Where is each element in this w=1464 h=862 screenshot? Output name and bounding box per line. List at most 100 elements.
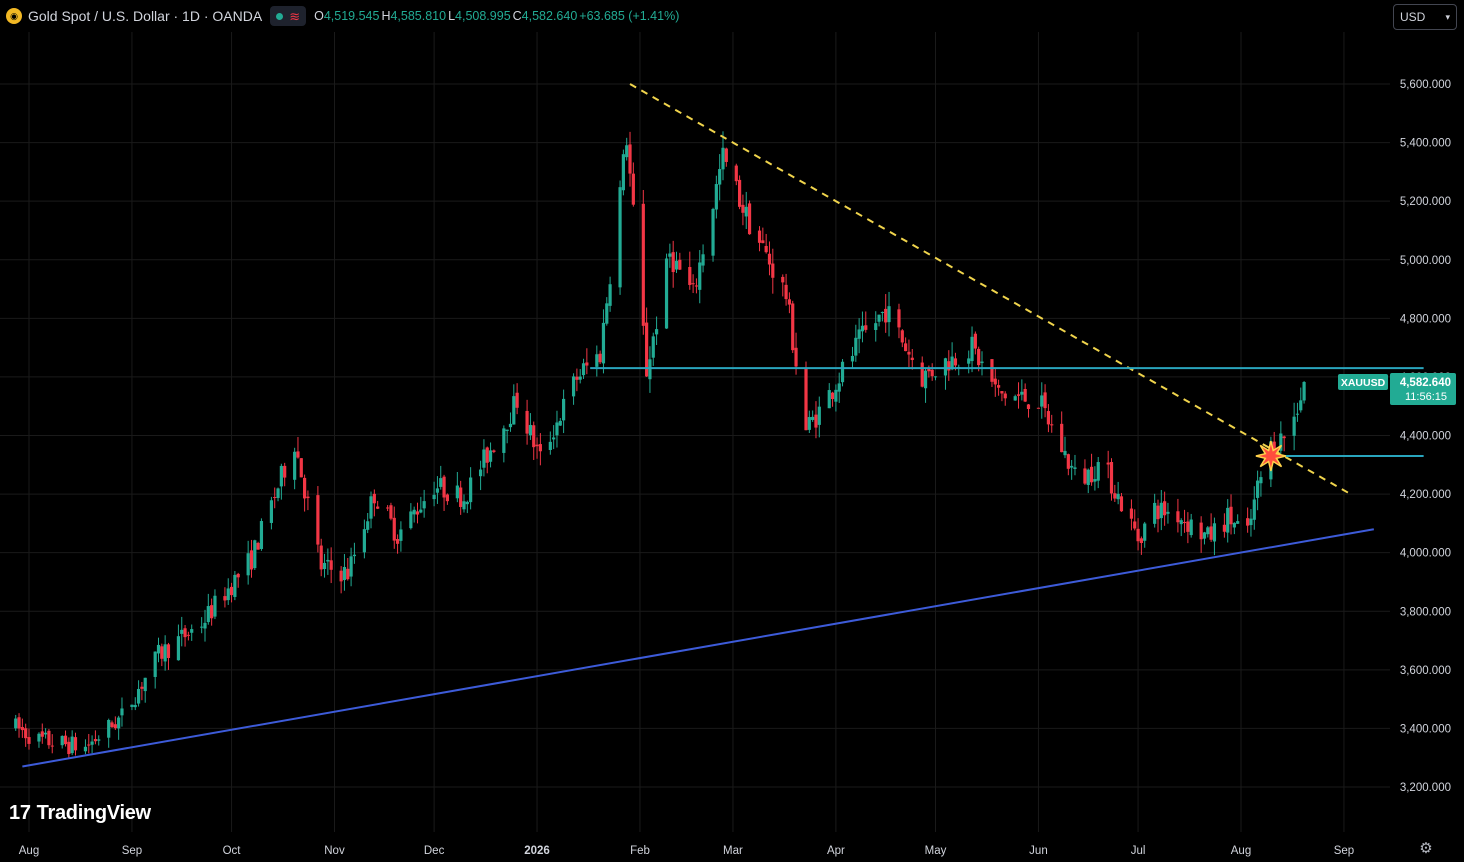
candle-body [973,333,977,349]
candle-body [236,573,240,578]
candle-body [352,554,357,557]
candle-body [342,566,347,581]
candle-body [884,308,888,323]
candle-body [1136,528,1140,542]
candle-body [641,203,645,326]
candle-body [93,739,98,742]
candle-body [166,644,171,659]
ohlc-close: C4,582.640 [512,9,578,23]
candle-body [1256,480,1260,498]
candle-body [1249,518,1253,526]
candle-body [1060,423,1064,453]
dashed-trendline[interactable] [629,83,1352,495]
candle-body [1302,382,1306,401]
candle-body [1222,524,1226,532]
candle-body [1236,521,1240,524]
candle-body [249,550,254,570]
candle-body [67,741,71,755]
candle-body [445,494,449,502]
candle-body [1159,502,1163,519]
candle-body [1209,526,1213,540]
candle-body [1139,538,1143,543]
tradingview-wordmark: TradingView [36,802,151,824]
currency-value: USD [1400,10,1426,24]
candle-body [376,506,380,509]
candle-body [1229,506,1233,525]
currency-select[interactable]: USD ▾ [1393,4,1457,30]
time-axis-label: May [925,845,947,857]
candle-body [459,487,463,507]
candle-body [203,622,207,629]
candle-body [156,644,161,654]
settings-gear-icon[interactable]: ⚙ [1419,840,1433,857]
candle-body [927,367,931,372]
candle-body [1153,502,1157,524]
time-axis-label: Oct [223,845,242,857]
candle-body [840,361,845,383]
candle-body [970,336,974,362]
candle-body [1086,469,1090,485]
candle-body [1212,523,1217,542]
candle-body [654,329,659,335]
candle-body [548,441,552,450]
candle-body [296,451,300,458]
candle-body [97,739,101,741]
price-axis[interactable]: 5,600.000 5,400.000 5,200.000 5,000.000 4,80… [1400,79,1451,794]
candle-body [880,311,884,313]
time-axis-label: Sep [122,845,142,857]
candle-body [1066,454,1070,469]
candle-body [1119,496,1124,512]
candle-body [834,389,838,402]
candle-body [17,717,21,729]
candle-body [389,505,393,519]
candle-body [372,493,376,504]
candle-body [674,260,679,270]
candle-body [648,359,652,380]
candle-body [409,511,413,529]
candle-body [897,309,901,328]
candle-body [73,737,78,751]
gold-coin-icon[interactable]: ◉ [6,8,22,24]
candle-body [718,169,722,185]
candle-body [1282,436,1286,439]
candle-body [20,727,24,731]
candle-body [923,370,928,389]
candle-body [1272,441,1276,456]
tradingview-logo[interactable]: 17 TradingView [9,802,151,825]
candle-body [618,187,622,288]
candle-body [303,477,307,499]
candle-body [502,428,506,453]
price-axis-label: 5,000.000 [1400,255,1451,267]
symbol-title[interactable]: Gold Spot / U.S. Dollar · 1D · OANDA [28,8,263,24]
price-tag: XAUUSD 4,582.640 11:56:15 [1338,373,1456,406]
candle-body [316,495,320,545]
candle-body [229,586,234,596]
candle-body [1186,521,1190,532]
price-axis-label: 4,000.000 [1400,548,1451,560]
price-axis-label: 5,400.000 [1400,138,1451,150]
candle-body [253,540,257,569]
last-price-label: 4,582.640 [1400,377,1451,389]
time-axis-label: Mar [723,845,743,857]
breakout-star-icon [1255,440,1287,472]
candle-body [83,746,88,752]
time-axis[interactable]: Aug Sep Oct Nov Dec 2026 Feb Mar Apr May Jun Jul Aug… [19,845,1354,857]
candle-body [807,417,811,430]
drawings[interactable] [22,83,1424,768]
candle-body [186,634,190,636]
candle-body [668,253,672,257]
ohlc-low: L4,508.995 [448,9,511,23]
ohlc-high: H4,585.810 [381,9,447,23]
candle-body [664,258,669,329]
market-status-pill[interactable]: ≋ [270,6,307,26]
candle-body [767,253,772,265]
support-trendline[interactable] [22,528,1374,768]
candle-body [714,184,718,210]
candle-body [562,398,566,421]
candle-body [1182,522,1187,524]
candle-body [1156,505,1160,520]
price-axis-label: 3,600.000 [1400,665,1451,677]
candle-body [415,511,420,515]
